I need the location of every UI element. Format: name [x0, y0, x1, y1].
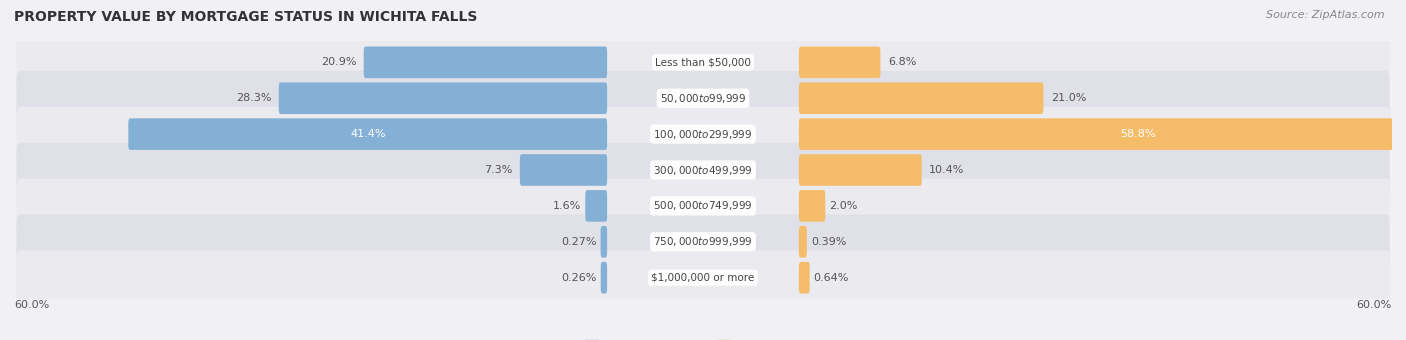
Text: 0.39%: 0.39% [811, 237, 846, 247]
Text: 0.27%: 0.27% [561, 237, 596, 247]
FancyBboxPatch shape [799, 154, 922, 186]
Text: 0.64%: 0.64% [814, 273, 849, 283]
FancyBboxPatch shape [364, 47, 607, 78]
Text: 6.8%: 6.8% [887, 57, 917, 67]
FancyBboxPatch shape [278, 82, 607, 114]
FancyBboxPatch shape [799, 262, 810, 293]
Text: 28.3%: 28.3% [236, 93, 271, 103]
FancyBboxPatch shape [799, 118, 1406, 150]
FancyBboxPatch shape [17, 143, 1389, 197]
FancyBboxPatch shape [128, 118, 607, 150]
Text: 1.6%: 1.6% [553, 201, 581, 211]
FancyBboxPatch shape [17, 71, 1389, 125]
FancyBboxPatch shape [799, 82, 1043, 114]
Text: $300,000 to $499,999: $300,000 to $499,999 [654, 164, 752, 176]
Text: 21.0%: 21.0% [1050, 93, 1087, 103]
FancyBboxPatch shape [520, 154, 607, 186]
Text: $1,000,000 or more: $1,000,000 or more [651, 273, 755, 283]
FancyBboxPatch shape [17, 107, 1389, 162]
Text: 0.26%: 0.26% [561, 273, 596, 283]
FancyBboxPatch shape [17, 178, 1389, 233]
Text: $100,000 to $299,999: $100,000 to $299,999 [654, 128, 752, 141]
Text: 2.0%: 2.0% [830, 201, 858, 211]
Text: 60.0%: 60.0% [1357, 300, 1392, 310]
Text: PROPERTY VALUE BY MORTGAGE STATUS IN WICHITA FALLS: PROPERTY VALUE BY MORTGAGE STATUS IN WIC… [14, 10, 478, 24]
FancyBboxPatch shape [17, 215, 1389, 269]
Text: $750,000 to $999,999: $750,000 to $999,999 [654, 235, 752, 248]
FancyBboxPatch shape [17, 35, 1389, 90]
Text: $500,000 to $749,999: $500,000 to $749,999 [654, 199, 752, 212]
FancyBboxPatch shape [799, 190, 825, 222]
FancyBboxPatch shape [799, 226, 807, 258]
Text: Source: ZipAtlas.com: Source: ZipAtlas.com [1267, 10, 1385, 20]
Text: 60.0%: 60.0% [14, 300, 49, 310]
Text: 7.3%: 7.3% [484, 165, 512, 175]
FancyBboxPatch shape [799, 47, 880, 78]
Text: 20.9%: 20.9% [321, 57, 356, 67]
Text: 41.4%: 41.4% [350, 129, 385, 139]
FancyBboxPatch shape [600, 226, 607, 258]
Text: 10.4%: 10.4% [929, 165, 965, 175]
Text: Less than $50,000: Less than $50,000 [655, 57, 751, 67]
FancyBboxPatch shape [600, 262, 607, 293]
FancyBboxPatch shape [585, 190, 607, 222]
FancyBboxPatch shape [17, 250, 1389, 305]
Text: 58.8%: 58.8% [1121, 129, 1156, 139]
Text: $50,000 to $99,999: $50,000 to $99,999 [659, 92, 747, 105]
